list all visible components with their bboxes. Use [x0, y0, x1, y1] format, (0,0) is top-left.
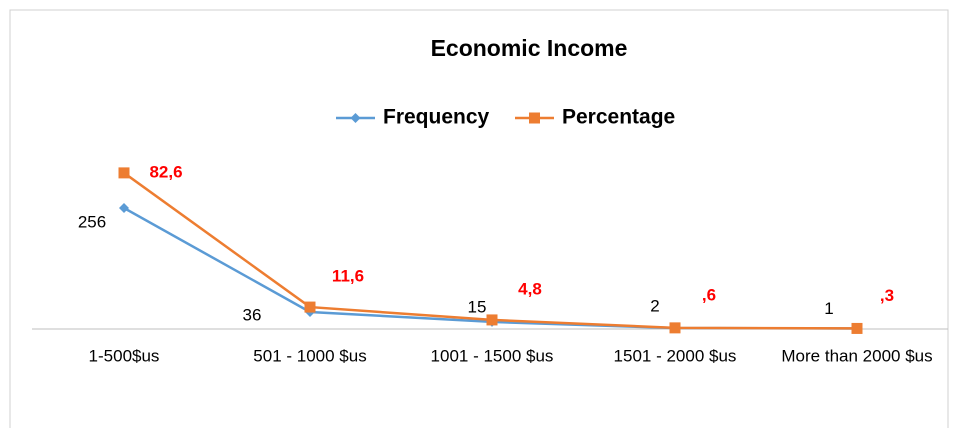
x-tick-label: 1-500$us — [89, 346, 160, 365]
data-label: ,3 — [880, 286, 894, 305]
data-label: ,6 — [702, 285, 716, 304]
x-tick-label: 1501 - 2000 $us — [614, 346, 737, 365]
data-point — [118, 167, 130, 179]
data-label: 256 — [78, 213, 106, 232]
data-label: 4,8 — [518, 279, 542, 298]
x-tick-label: More than 2000 $us — [781, 346, 932, 365]
data-label: 36 — [243, 305, 262, 324]
data-label: 82,6 — [149, 162, 182, 181]
data-point — [486, 314, 498, 326]
legend-marker — [350, 113, 361, 123]
data-point — [669, 322, 681, 334]
x-tick-label: 1001 - 1500 $us — [431, 346, 554, 365]
x-tick-label: 501 - 1000 $us — [253, 346, 366, 365]
chart-frame — [9, 9, 949, 428]
data-label: 2 — [650, 297, 659, 316]
legend-marker — [529, 112, 540, 124]
data-label: 1 — [824, 299, 833, 318]
data-point — [304, 301, 316, 313]
legend-label: Frequency — [383, 106, 490, 129]
data-label: 11,6 — [332, 267, 364, 286]
chart-title: Economic Income — [431, 35, 628, 61]
data-label: 15 — [468, 297, 487, 316]
data-point — [851, 322, 863, 334]
legend-label: Percentage — [562, 106, 675, 129]
data-point — [119, 203, 129, 214]
